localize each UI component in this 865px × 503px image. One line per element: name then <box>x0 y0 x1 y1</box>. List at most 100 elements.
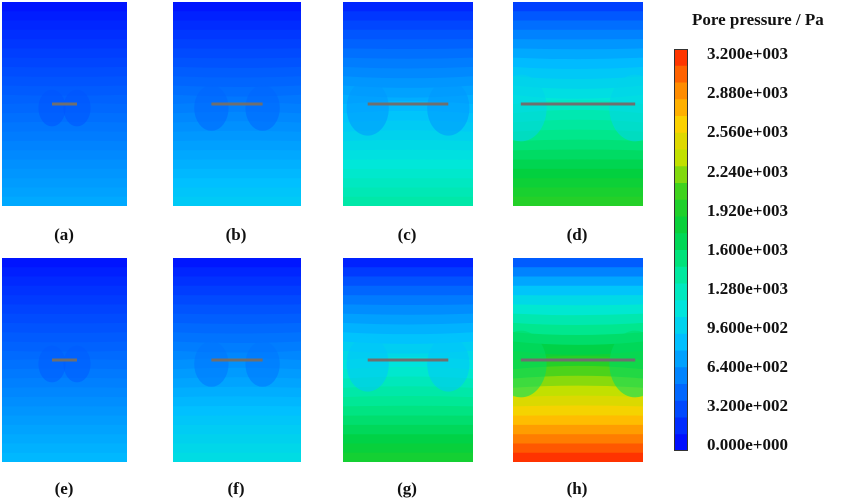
contour-band <box>513 139 643 152</box>
contour-panel-e <box>2 258 127 462</box>
contour-band <box>343 443 473 454</box>
panel-label-e: (e) <box>54 479 74 498</box>
contour-band <box>2 332 127 344</box>
contour-band <box>2 131 127 143</box>
contour-band <box>2 258 127 269</box>
contour-band <box>173 295 301 306</box>
crack-tip-halo <box>194 341 229 387</box>
contour-band <box>513 415 643 426</box>
contour-band <box>173 313 301 325</box>
contour-band <box>343 304 473 316</box>
contour-band <box>343 159 473 170</box>
legend-tick-label: 3.200e+002 <box>707 396 788 415</box>
contour-band <box>2 178 127 189</box>
contour-band <box>343 57 473 69</box>
crack-tip-halo <box>38 89 66 127</box>
contour-band <box>2 66 127 78</box>
legend-title: Pore pressure / Pa <box>692 10 824 29</box>
contour-panel-f <box>173 258 301 462</box>
contour-band <box>343 267 473 278</box>
contour-band <box>343 276 473 287</box>
contour-band <box>2 267 127 278</box>
contour-band <box>2 168 127 180</box>
contour-band <box>173 159 301 170</box>
contour-band <box>513 187 643 198</box>
contour-band <box>513 149 643 161</box>
contour-band <box>173 20 301 31</box>
contour-band <box>173 434 301 445</box>
contour-band <box>513 2 643 13</box>
color-bar-band <box>674 233 688 251</box>
color-bar-band <box>674 49 688 67</box>
contour-band <box>2 313 127 325</box>
contour-band <box>2 350 127 362</box>
contour-band <box>513 285 643 297</box>
contour-band <box>513 85 643 100</box>
crack-tip-halo <box>609 330 643 398</box>
contour-band <box>2 48 127 59</box>
contour-band <box>343 434 473 445</box>
contour-band <box>513 375 643 389</box>
contour-band <box>513 395 643 408</box>
contour-band <box>343 285 473 297</box>
contour-band <box>343 415 473 426</box>
contour-band <box>173 267 301 278</box>
contour-band <box>173 150 301 161</box>
contour-band <box>173 48 301 59</box>
color-bar-band <box>674 300 688 318</box>
contour-band <box>2 187 127 198</box>
color-bar-band <box>674 384 688 402</box>
contour-band <box>2 434 127 445</box>
crack-tip-halo <box>427 80 470 136</box>
contour-panel-a <box>2 2 127 206</box>
contour-band <box>173 76 301 88</box>
crack-tip-halo <box>346 336 389 392</box>
contour-band <box>513 276 643 287</box>
contour-band <box>2 29 127 41</box>
contour-band <box>173 85 301 98</box>
contour-band <box>2 85 127 97</box>
contour-band <box>2 368 127 380</box>
contour-band <box>2 377 127 389</box>
contour-band <box>173 2 301 13</box>
contour-band <box>173 304 301 315</box>
color-bar-band <box>674 166 688 184</box>
contour-band <box>173 406 301 417</box>
contour-panel-g <box>343 258 473 462</box>
color-bar-band <box>674 216 688 234</box>
legend-tick-label: 9.600e+002 <box>707 318 788 337</box>
contour-band <box>513 39 643 50</box>
crack-tip-halo <box>609 74 643 142</box>
panel-label-f: (f) <box>227 479 245 498</box>
color-bar-band <box>674 149 688 167</box>
legend-tick-label: 2.240e+003 <box>707 162 788 181</box>
legend-tick-label: 1.280e+003 <box>707 279 788 298</box>
contour-band <box>173 452 301 462</box>
color-bar-band <box>674 132 688 151</box>
contour-band <box>343 322 473 335</box>
panel-label-c: (c) <box>397 225 417 244</box>
contour-panel-h <box>513 258 643 462</box>
contour-band <box>513 57 643 70</box>
contour-band <box>513 304 643 316</box>
contour-band <box>343 295 473 306</box>
panel-label-d: (d) <box>566 225 588 244</box>
contour-panel-d <box>513 2 643 206</box>
contour-band <box>343 313 473 325</box>
contour-band <box>513 295 643 306</box>
color-bar-band <box>674 350 688 368</box>
contour-band <box>513 443 643 454</box>
contour-band <box>513 385 643 399</box>
contour-band <box>513 452 643 462</box>
contour-panel-c <box>343 2 473 206</box>
contour-band <box>343 187 473 198</box>
contour-band <box>173 130 301 143</box>
legend-tick-label: 3.200e+003 <box>707 44 788 63</box>
contour-band <box>173 178 301 189</box>
contour-band <box>2 415 127 426</box>
contour-band <box>173 187 301 198</box>
contour-band <box>2 424 127 436</box>
contour-band <box>513 424 643 436</box>
contour-band <box>173 140 301 152</box>
color-bar-band <box>674 317 688 335</box>
